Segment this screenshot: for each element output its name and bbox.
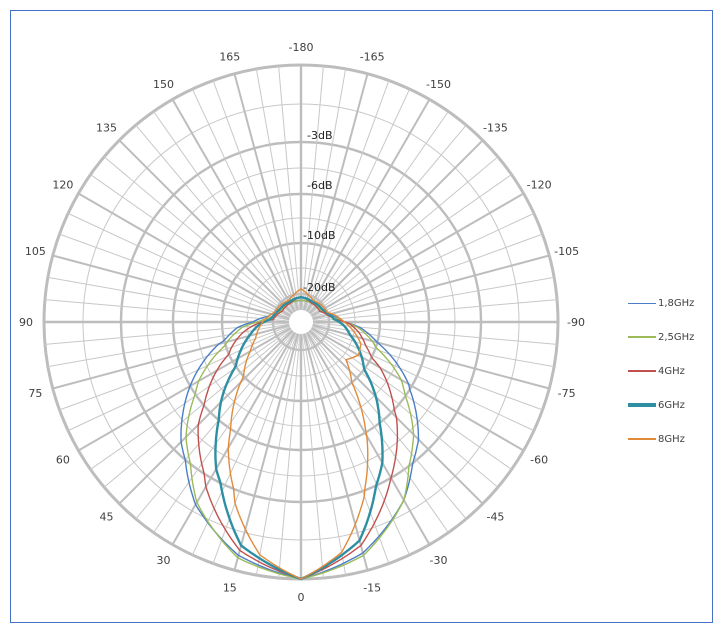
angle-tick-label: -45 [486,510,504,523]
data-series [180,288,420,581]
angle-tick-labels: 0 15 30 45 60 75 90 105 120 135 150 165 -180 -165 -150… [19,41,585,604]
legend-label: 8GHz [658,433,685,445]
radial-label-3db: -3dB [307,129,333,142]
legend-swatch-8ghz [628,438,656,440]
angle-tick-label: -30 [430,554,448,567]
angle-tick-label: -90 [567,316,585,329]
legend-label: 1,8GHz [658,297,695,309]
angle-tick-label: -105 [554,245,579,258]
legend-item-6ghz: 6GHz [628,388,708,422]
angle-tick-label: 165 [219,50,240,63]
angle-tick-label: 120 [52,179,73,192]
angle-tick-label: -165 [360,50,385,63]
legend-label: 2,5GHz [658,331,695,343]
angle-tick-label: 30 [157,554,171,567]
angle-tick-label: -15 [363,582,381,595]
radial-label-10db: -10dB [303,229,336,242]
legend-swatch-6ghz [628,403,656,407]
legend: 1,8GHz 2,5GHz 4GHz 6GHz 8GHz [628,286,708,456]
legend-item-2-5ghz: 2,5GHz [628,320,708,354]
legend-item-1-8ghz: 1,8GHz [628,286,708,320]
radial-label-20db: -20dB [303,281,336,294]
legend-swatch-2-5ghz [628,336,656,338]
angle-tick-label: 15 [223,582,237,595]
angle-tick-label: -120 [527,179,552,192]
legend-item-4ghz: 4GHz [628,354,708,388]
series-2-5ghz [185,299,415,580]
series-6ghz [214,295,384,581]
series-8ghz [227,288,369,580]
angle-tick-label: -135 [483,122,508,135]
angle-tick-label: -60 [530,454,548,467]
angle-tick-label: -180 [289,41,314,54]
angle-tick-label: 75 [28,387,42,400]
angle-tick-label: 60 [56,454,70,467]
angle-tick-label: -75 [558,387,576,400]
legend-label: 4GHz [658,365,685,377]
polar-grid [42,63,560,581]
radial-labels: -3dB -6dB -10dB -20dB [303,129,336,294]
legend-swatch-4ghz [628,370,656,372]
legend-swatch-1-8ghz [628,302,656,304]
angle-tick-label: 135 [96,122,117,135]
legend-item-8ghz: 8GHz [628,422,708,456]
angle-tick-label: 0 [298,591,305,604]
angle-tick-label: -150 [426,78,451,91]
radial-label-6db: -6dB [307,179,333,192]
angle-tick-label: 45 [100,510,114,523]
angle-tick-label: 90 [19,316,33,329]
angle-tick-label: 105 [25,245,46,258]
angle-tick-label: 150 [153,78,174,91]
legend-label: 6GHz [658,399,685,411]
chart-frame [10,10,713,623]
